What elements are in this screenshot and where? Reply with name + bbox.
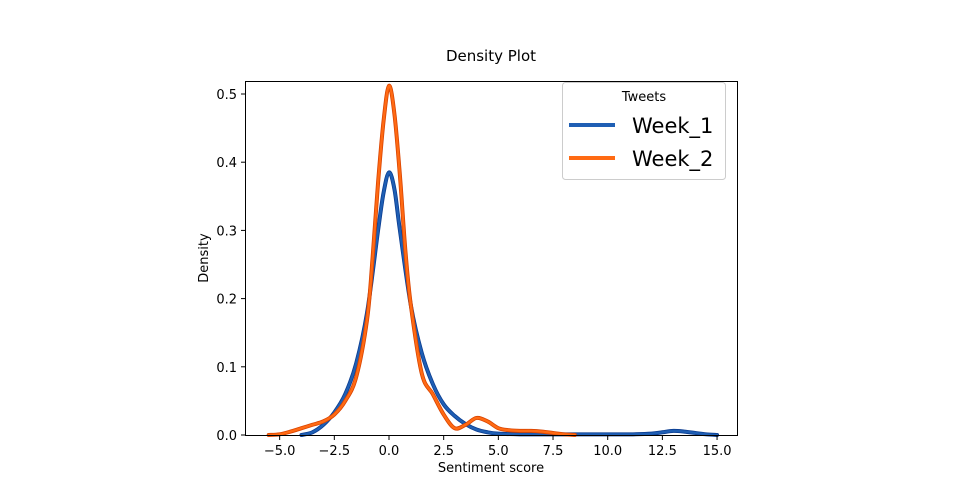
x-tick-label: 10.0 (593, 444, 622, 459)
legend-title: Tweets (621, 90, 667, 105)
plot-frame (245, 81, 738, 436)
x-tick-label: −5.0 (264, 444, 296, 459)
legend-label-week-1: Week_1 (632, 114, 713, 139)
x-tick-label: 7.5 (543, 444, 564, 459)
x-tick-label: 12.5 (648, 444, 677, 459)
y-axis-label: Density (197, 233, 212, 283)
series-line-week-2 (267, 84, 577, 437)
y-axis: 0.0 0.1 0.2 0.3 0.4 0.5 (216, 88, 245, 444)
chart-title: Density Plot (446, 47, 536, 65)
y-tick-label: 0.5 (216, 88, 237, 103)
y-tick-label: 0.1 (216, 361, 237, 376)
y-tick-label: 0.2 (216, 293, 237, 308)
legend: Tweets Week_1 Week_2 (562, 82, 726, 180)
x-tick-label: 5.0 (488, 444, 509, 459)
y-tick-label: 0.0 (216, 429, 237, 444)
x-tick-label: 0.0 (379, 444, 400, 459)
legend-box (562, 82, 726, 180)
y-tick-label: 0.4 (216, 156, 237, 171)
x-axis: −5.0 −2.5 0.0 2.5 5.0 7.5 10.0 12.5 15.0 (264, 436, 732, 459)
series-layer (266, 83, 720, 437)
x-tick-label: 2.5 (433, 444, 454, 459)
x-tick-label: −2.5 (319, 444, 351, 459)
x-tick-label: 15.0 (703, 444, 732, 459)
y-tick-label: 0.3 (216, 224, 237, 239)
x-axis-label: Sentiment score (438, 461, 544, 476)
legend-label-week-2: Week_2 (632, 147, 713, 172)
